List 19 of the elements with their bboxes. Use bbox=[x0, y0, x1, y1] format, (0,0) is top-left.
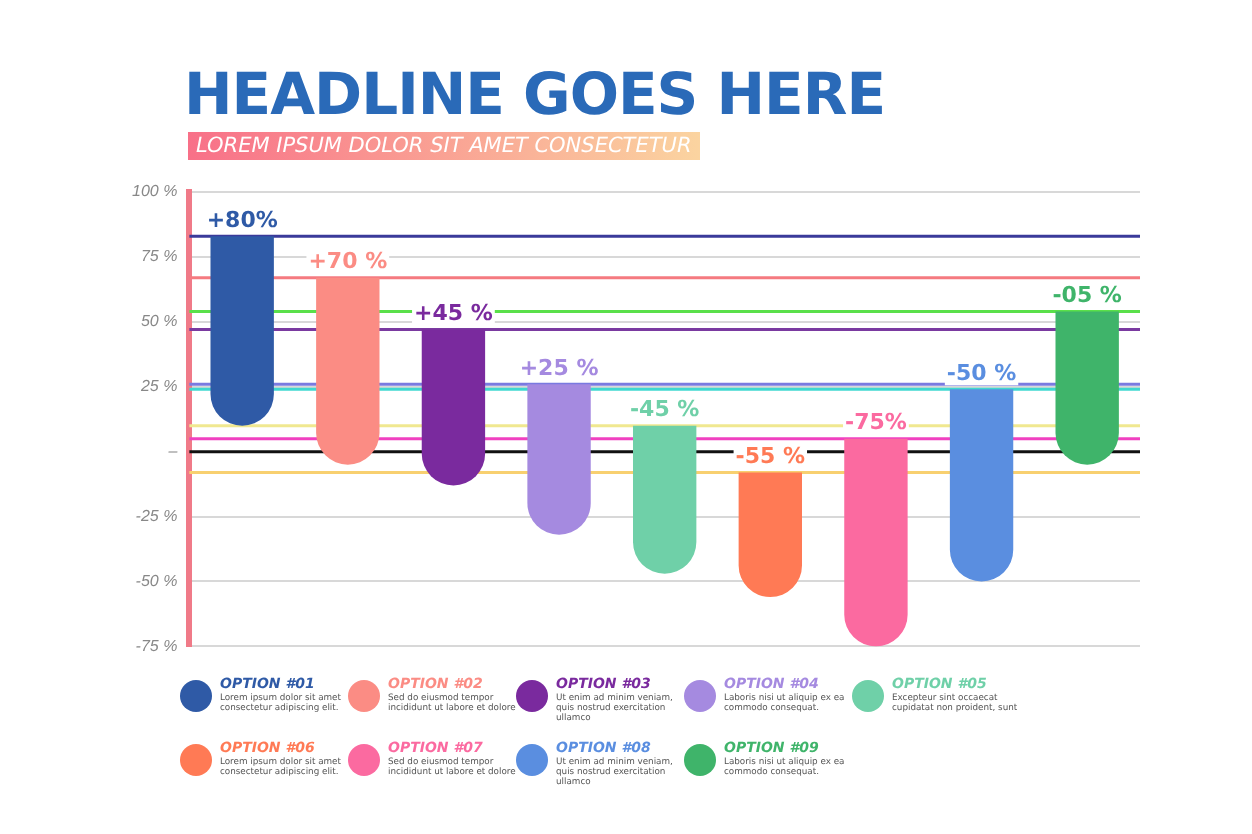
y-tick-label: -75 % bbox=[135, 636, 178, 655]
annotation: +25 % bbox=[519, 354, 599, 381]
y-tick-label: 100 % bbox=[131, 182, 178, 201]
y-tick-label: 50 % bbox=[140, 312, 178, 331]
chart-title: HEADLINE GOES HERE bbox=[184, 60, 886, 128]
annotation: -45 % bbox=[629, 396, 700, 423]
annotation: +70 % bbox=[308, 248, 388, 275]
annotation: -75% bbox=[845, 409, 907, 436]
y-tick-label: 25 % bbox=[138, 377, 178, 396]
annotation: +80% bbox=[206, 206, 278, 233]
annotation: +45 % bbox=[414, 300, 493, 327]
annotation: -50 % bbox=[946, 360, 1017, 387]
y-tick-label: -25 % bbox=[135, 507, 178, 526]
annotation: -05 % bbox=[1052, 282, 1122, 309]
y-tick-label: 75 % bbox=[140, 247, 178, 266]
chart-subtitle: LOREM IPSUM DOLOR SIT AMET CONSECTETUR bbox=[188, 132, 700, 160]
y-tick-label: -50 % bbox=[135, 571, 178, 590]
y-tick-label: – bbox=[166, 442, 179, 461]
annotation: -55 % bbox=[735, 443, 806, 470]
